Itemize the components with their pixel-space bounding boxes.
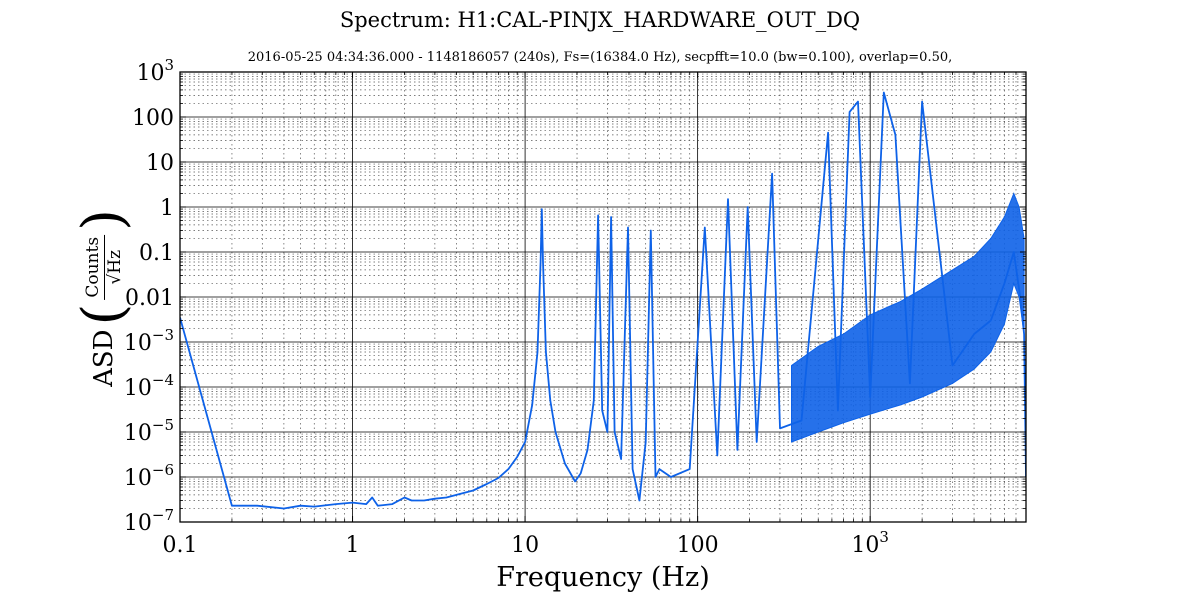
major-grid (180, 72, 1026, 522)
unit-denominator-text: Hz (104, 249, 125, 274)
series-layer (180, 91, 1026, 510)
x-tick-label: 10 (511, 533, 539, 558)
y-tick-label: 10−3 (124, 326, 174, 356)
y-tick-label: 10−7 (124, 506, 174, 536)
tick-layer (179, 71, 1026, 523)
y-tick-label: 10−6 (124, 461, 174, 491)
y-tick-label: 10 (146, 151, 174, 176)
y-tick-label: 103 (136, 56, 174, 86)
unit-denominator: √Hz (105, 250, 125, 285)
y-tick-label: 10−4 (124, 371, 174, 401)
x-tick-label: 1 (346, 533, 360, 558)
x-axis-label: Frequency (Hz) (496, 562, 710, 593)
noise-band-layer (791, 192, 1025, 443)
noise-band (791, 192, 1025, 443)
right-paren: ) (71, 209, 136, 231)
series-line (180, 91, 1026, 510)
chart-title: Spectrum: H1:CAL-PINJX_HARDWARE_OUT_DQ (339, 8, 861, 32)
x-tick-label: 100 (677, 533, 719, 558)
y-tick-label: 0.01 (125, 286, 174, 311)
chart-subtitle: 2016-05-25 04:34:36.000 - 1148186057 (24… (247, 50, 953, 65)
x-tick-label: 103 (851, 528, 889, 558)
x-tick-labels: 0.1 1 10 100 103 (163, 528, 889, 558)
y-tick-label: 0.1 (139, 241, 174, 266)
y-axis-unit-fraction: Counts √Hz (82, 234, 125, 300)
y-tick-label: 1 (160, 196, 174, 221)
y-axis-label: ASD ( Counts √Hz ) (71, 205, 136, 387)
x-tick-label: 0.1 (163, 533, 198, 558)
sqrt-symbol: √ (104, 273, 125, 285)
unit-numerator: Counts (82, 234, 105, 300)
y-tick-label: 100 (132, 106, 174, 131)
y-tick-labels: 10−7 10−6 10−5 10−4 10−3 0.01 0.1 1 10 100 103 (124, 56, 174, 536)
y-tick-label: 10−5 (124, 416, 174, 446)
y-axis-label-prefix: ASD (89, 329, 119, 387)
left-paren: ( (71, 303, 136, 326)
